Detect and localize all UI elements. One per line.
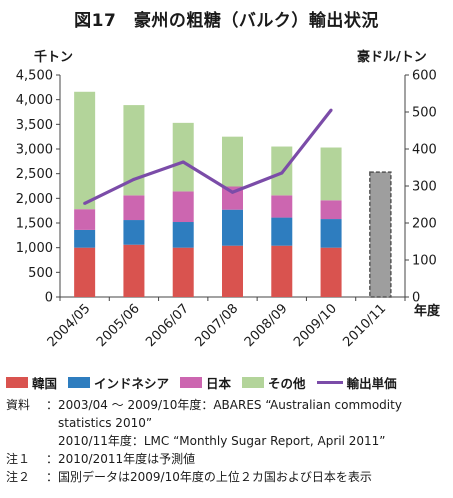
chart-plot: 0 500 1,000 1,500 2,000 2,500 3,000 3,500 4,000 4… — [16, 69, 437, 351]
bar-segment — [172, 122, 194, 192]
y-left-tick-label: 4,000 — [16, 93, 53, 108]
source-note: 資料 ： 2003/04 ～ 2009/10年度：ABARES “Austral… — [6, 396, 453, 414]
bar-segment — [222, 136, 243, 187]
x-tick-label: 2008/09 — [242, 301, 291, 350]
export-price-point — [329, 108, 333, 112]
y-left-tick-label: 0 — [45, 291, 53, 306]
chart-title: 図17 豪州の粗糖（バルク）輸出状況 — [74, 11, 379, 31]
bar-segment — [222, 245, 243, 297]
bar-segment — [74, 91, 96, 210]
y-left-tick-label: 4,500 — [16, 69, 53, 84]
y-left-tick-label: 500 — [28, 266, 53, 281]
bar-segment — [320, 200, 342, 220]
bar-segment — [74, 229, 96, 248]
legend-label-others: その他 — [268, 375, 306, 391]
bar-segment — [320, 219, 342, 248]
export-price-point — [181, 160, 185, 164]
y-right-tick-label: 100 — [412, 254, 437, 269]
source-line-3: 2010/11年度：LMC “Monthly Sugar Report, Apr… — [58, 434, 386, 448]
export-price-point — [132, 177, 136, 181]
source-label: 資料 — [6, 398, 31, 412]
export-price-point — [280, 171, 284, 175]
source-separator: ： — [46, 398, 59, 412]
bar-segment — [172, 222, 194, 248]
legend: 韓国 インドネシア 日本 その他 輸出単価 — [6, 373, 451, 392]
legend-label-japan: 日本 — [206, 375, 232, 391]
x-tick-label: 2007/08 — [193, 301, 242, 350]
note-2-text: 国別データは2009/10年度の上位２カ国および日本を表示 — [58, 470, 372, 484]
legend-label-indonesia: インドネシア — [94, 375, 170, 391]
legend-label-export-price: 輸出単価 — [346, 375, 397, 391]
source-line-1: 2003/04 ～ 2009/10年度：ABARES “Australian c… — [58, 398, 402, 412]
x-tick-label: 2006/07 — [143, 301, 192, 350]
bar-segment — [74, 247, 96, 297]
legend-item-export-price: 輸出単価 — [316, 373, 397, 392]
y-right-tick-label: 400 — [412, 143, 437, 158]
y-left-tick-label: 2,500 — [16, 167, 53, 182]
legend-line-export-price — [316, 380, 343, 384]
x-tick-label: 2009/10 — [291, 301, 340, 350]
note-1-text: 2010/2011年度は予測値 — [58, 452, 196, 466]
note-1-label: 注１ — [6, 452, 31, 466]
y-left-tick-label: 1,500 — [16, 217, 53, 232]
bar-segment — [222, 209, 243, 246]
x-tick-label: 2005/06 — [94, 301, 143, 350]
bar-segment — [222, 186, 243, 210]
note-2-label: 注２ — [6, 470, 31, 484]
legend-swatch-others — [242, 376, 265, 388]
y-left-tick-label: 2,000 — [16, 192, 53, 207]
bar-segment — [123, 220, 145, 245]
bar-segment — [271, 195, 293, 218]
bar-segment — [172, 191, 194, 223]
x-tick-label: 2004/05 — [45, 301, 94, 350]
legend-label-korea: 韓国 — [32, 375, 58, 391]
bar-segment — [320, 247, 342, 297]
bar-segment — [320, 147, 342, 201]
legend-item-japan: 日本 — [180, 373, 231, 392]
y-left-tick-label: 3,500 — [16, 118, 53, 133]
source-line-2: statistics 2010” — [58, 416, 153, 430]
bar-segment — [123, 244, 145, 297]
y-right-tick-label: 500 — [412, 106, 437, 121]
y-left-tick-label: 1,000 — [16, 241, 53, 256]
legend-item-others: その他 — [242, 373, 306, 392]
x-tick-label: 2010/11 — [340, 301, 389, 350]
bar-segment — [123, 195, 145, 221]
bar-segment — [74, 209, 96, 230]
footnotes: 資料 ： 2003/04 ～ 2009/10年度：ABARES “Austral… — [6, 396, 453, 486]
legend-swatch-korea — [6, 376, 28, 388]
y-right-tick-label: 0 — [412, 291, 420, 306]
note-2-separator: ： — [46, 470, 59, 484]
legend-swatch-japan — [180, 376, 203, 388]
y-right-tick-label: 200 — [412, 217, 437, 232]
bar-segment — [123, 105, 145, 196]
bar-segment — [271, 217, 293, 246]
bar-segment — [271, 245, 293, 297]
export-price-point — [231, 190, 234, 194]
y-right-tick-label: 600 — [412, 69, 437, 84]
legend-swatch-indonesia — [68, 376, 91, 388]
legend-item-korea: 韓国 — [6, 373, 57, 392]
right-axis-unit: 豪ドル/トン — [357, 50, 427, 65]
bar-segment — [172, 247, 194, 297]
x-axis-label: 年度 — [414, 304, 441, 319]
note-1: 注１ ： 2010/2011年度は予測値 — [6, 450, 453, 468]
export-price-line — [83, 109, 333, 205]
left-axis-unit: 千トン — [34, 50, 74, 65]
y-right-tick-label: 300 — [412, 180, 437, 195]
export-price-point — [83, 201, 87, 205]
y-left-tick-label: 3,000 — [16, 143, 53, 158]
note-2: 注２ ： 国別データは2009/10年度の上位２カ国および日本を表示 — [6, 468, 453, 486]
forecast-bar — [369, 171, 392, 298]
legend-item-indonesia: インドネシア — [68, 373, 169, 392]
note-1-separator: ： — [46, 452, 59, 466]
